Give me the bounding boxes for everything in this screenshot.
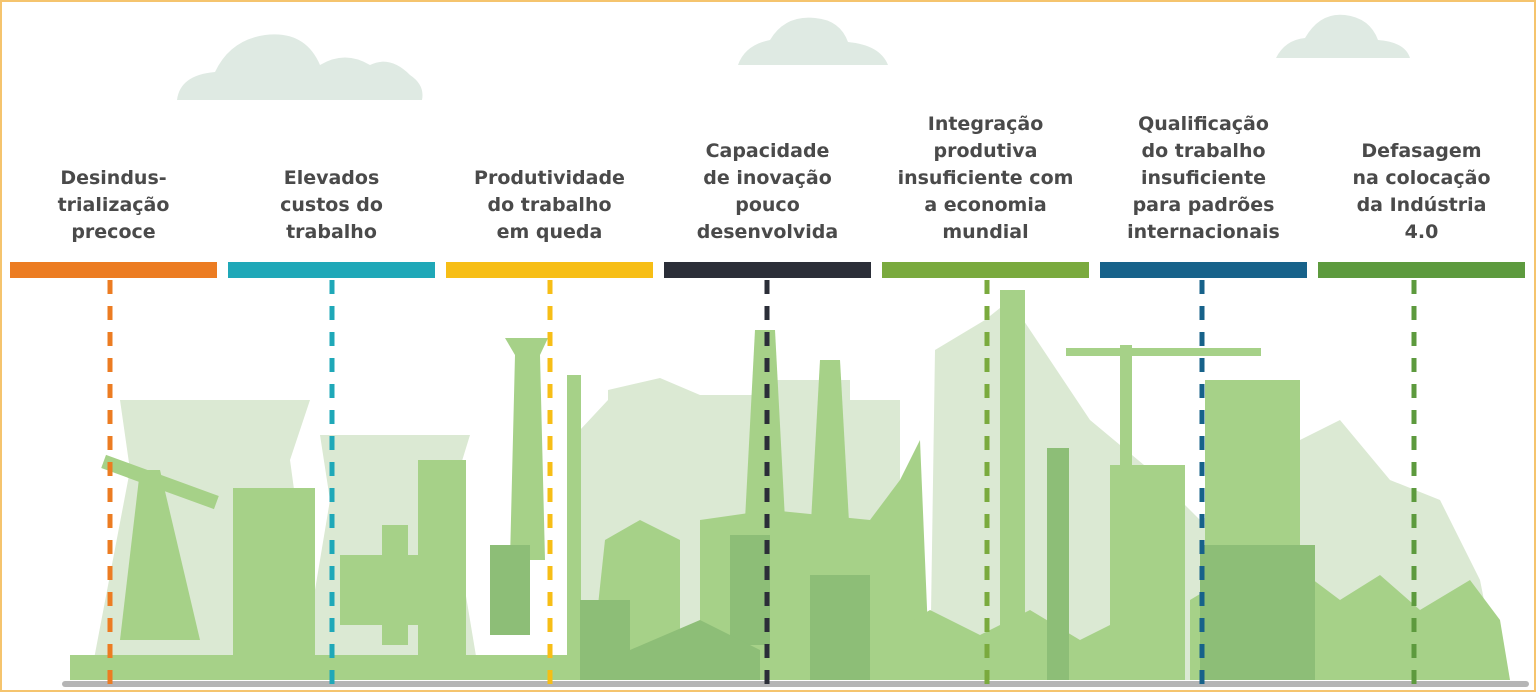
column-label-line: Desindus- bbox=[60, 167, 166, 189]
column-label-line: Elevados bbox=[284, 167, 380, 189]
column-label-line: 4.0 bbox=[1405, 221, 1439, 243]
color-bar bbox=[1318, 262, 1525, 278]
color-bar bbox=[228, 262, 435, 278]
color-bar bbox=[446, 262, 653, 278]
column-label-line: em queda bbox=[497, 221, 603, 243]
infographic: Desindus-trialização precoce Elevados custo… bbox=[0, 0, 1536, 692]
column-label-line: a economia bbox=[924, 194, 1046, 216]
column-label-line: produtiva bbox=[934, 140, 1038, 162]
column-label-line: internacionais bbox=[1127, 221, 1280, 243]
column-label-line: insuficiente com bbox=[898, 167, 1074, 189]
column-label-line: de inovação bbox=[703, 167, 832, 189]
column-label-line: Qualificação bbox=[1138, 113, 1269, 135]
column-label-line: para padrões bbox=[1133, 194, 1275, 216]
column-label-line: insuficiente bbox=[1141, 167, 1266, 189]
column-label-line: custos do bbox=[280, 194, 383, 216]
color-bar bbox=[10, 262, 217, 278]
color-bar bbox=[882, 262, 1089, 278]
column-label-line: na colocação bbox=[1352, 167, 1490, 189]
column-label-line: trialização bbox=[58, 194, 170, 216]
column-label-line: do trabalho bbox=[1141, 140, 1265, 162]
color-bar bbox=[1100, 262, 1307, 278]
column-label-line: mundial bbox=[942, 221, 1028, 243]
column-label-line: precoce bbox=[71, 221, 155, 243]
color-bar bbox=[664, 262, 871, 278]
column-label-line: Capacidade bbox=[706, 140, 830, 162]
column-label-line: da Indústria bbox=[1357, 194, 1487, 216]
column-label-line: trabalho bbox=[286, 221, 377, 243]
page: {"columns": [ {"lines": ["Desindus-", "t… bbox=[0, 0, 1536, 692]
column-label-line: do trabalho bbox=[487, 194, 611, 216]
column-label-line: desenvolvida bbox=[697, 221, 838, 243]
column-label-line: Defasagem bbox=[1361, 140, 1481, 162]
column-label-line: pouco bbox=[735, 194, 800, 216]
column-label-line: Integração bbox=[928, 113, 1044, 135]
column-label-line: Produtividade bbox=[474, 167, 625, 189]
